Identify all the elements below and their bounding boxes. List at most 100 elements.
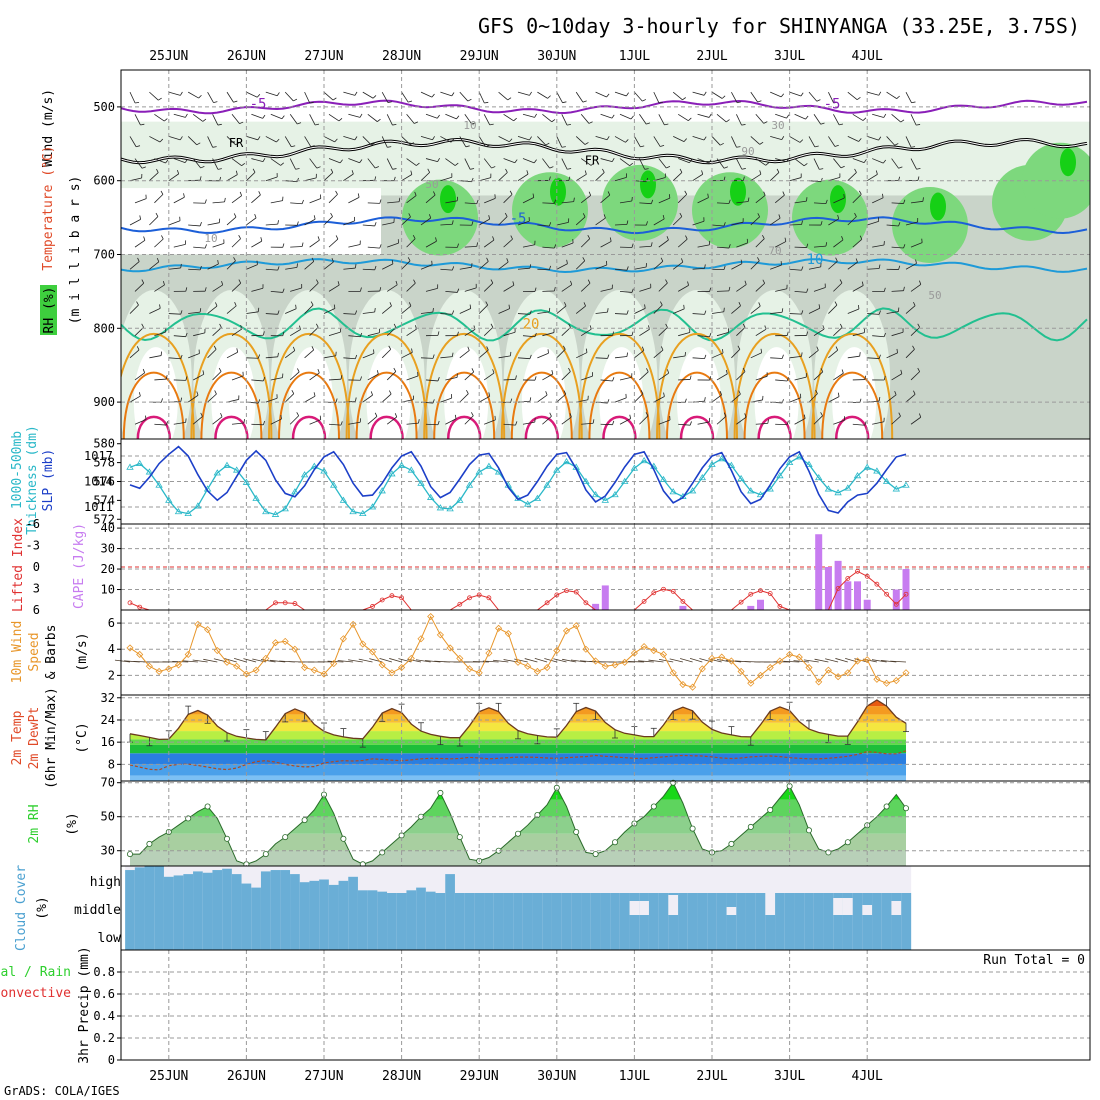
thickness-axis-label-a: 1000-500mb <box>10 431 25 509</box>
li-tick-label: -3 <box>26 539 40 553</box>
cloud-clear <box>357 866 368 893</box>
wind-barb-flag <box>310 145 315 148</box>
wind-barb <box>886 394 897 403</box>
wind-barb-flag <box>408 213 411 218</box>
wind-barb <box>561 114 568 126</box>
wind-barb-flag <box>137 257 140 262</box>
wind-barb <box>847 91 858 100</box>
wind-barb-flag <box>317 369 320 374</box>
wind-barb-flag <box>663 392 665 397</box>
wind-barb-flag <box>180 397 183 402</box>
isotherm-30 <box>679 415 715 439</box>
cloud-clear <box>891 866 902 893</box>
cloud-bar <box>716 893 727 921</box>
wind-barb <box>789 91 802 97</box>
wind-barb-flag <box>297 122 302 125</box>
surface-wind-barb <box>880 660 897 663</box>
wind-marker <box>465 665 474 673</box>
wind-barb <box>367 246 380 249</box>
cloud-bar <box>668 921 679 950</box>
wind-barb <box>483 158 492 169</box>
wind-barb <box>910 327 920 336</box>
wind-barb-flag <box>834 301 838 306</box>
thickness-marker <box>562 457 571 465</box>
wind-barb <box>847 308 860 314</box>
wind-marker <box>786 650 794 659</box>
cloud-bar <box>270 870 281 893</box>
wind-barb-flag <box>665 279 668 284</box>
wind-barb <box>188 224 201 227</box>
wind-barb <box>677 285 689 292</box>
isotherm-20 <box>656 333 738 439</box>
wind-barb-flag <box>277 352 279 357</box>
wind-barb <box>348 421 361 425</box>
wind-barb-flag <box>841 236 844 241</box>
wind-barb <box>575 91 584 103</box>
cloud-bar <box>222 893 233 921</box>
wind-barb <box>672 261 684 270</box>
date-label-top: 4JUL <box>852 49 883 64</box>
cloud-bar <box>813 921 824 950</box>
rh-marker <box>573 829 580 836</box>
wind-barb <box>517 220 530 226</box>
wind-barb-flag <box>136 346 140 351</box>
wind-marker <box>553 646 561 655</box>
isotherm-freezing-inner <box>121 138 1088 164</box>
wind-barb <box>658 327 668 336</box>
wind-barb <box>808 136 816 148</box>
rh-marker <box>650 803 657 810</box>
wind-barb <box>226 305 237 314</box>
wind-barb-flag <box>258 354 260 359</box>
surface-wind-barb <box>261 659 276 663</box>
surface-wind-barb <box>628 661 645 663</box>
wind-barb-flag <box>703 91 707 96</box>
wind-barb-flag <box>529 397 532 402</box>
rh-marker <box>146 840 153 847</box>
wind-barb-flag <box>239 191 242 196</box>
cloud-bar <box>745 921 756 950</box>
wind-barb <box>440 313 453 315</box>
wind-barb-flag <box>204 287 207 292</box>
wind-barb-flag <box>549 265 551 270</box>
wind-barb <box>134 240 146 248</box>
wind-barb <box>445 113 457 120</box>
wind-barb-flag <box>744 413 747 418</box>
cloud-bar <box>251 893 262 921</box>
thickness-marker <box>436 504 445 511</box>
wind-barb-flag <box>277 220 279 225</box>
wind-barb <box>867 400 880 403</box>
wind-barb-flag <box>864 421 867 426</box>
cloud-bar <box>765 921 776 950</box>
wind-barb <box>193 332 205 337</box>
wind-label-a: 10m Wind <box>10 621 25 684</box>
wind-barb-flag <box>377 118 381 122</box>
wind-barb-flag <box>658 101 663 104</box>
cape-bar <box>892 589 900 610</box>
wind-barb <box>187 394 199 403</box>
wind-barb <box>406 158 417 166</box>
wind-barb <box>634 91 643 102</box>
wind-barb-flag <box>432 307 434 313</box>
wind-barb <box>212 158 219 170</box>
wind-barb-flag <box>666 369 670 374</box>
wind-barb <box>556 349 566 359</box>
wind-barb <box>770 136 782 141</box>
wind-barb <box>653 261 664 270</box>
surface-wind-barb <box>803 659 819 663</box>
wind-barb-flag <box>839 279 843 284</box>
surface-wind-barb <box>544 658 557 663</box>
cloud-bar <box>464 893 475 921</box>
wind-barb-flag <box>626 220 629 225</box>
wind-barb <box>289 114 298 125</box>
wind-barb-flag <box>156 168 159 173</box>
cloud-clear <box>833 866 844 893</box>
wind-barb <box>420 357 434 359</box>
cloud-bar <box>416 893 427 921</box>
wind-barb <box>697 421 710 425</box>
wind-barb-flag <box>806 288 809 293</box>
wind-barb <box>459 308 471 314</box>
wind-marker <box>776 657 784 665</box>
thickness-marker <box>611 490 619 498</box>
wind-barb-flag <box>738 390 741 395</box>
wind-barb <box>503 113 514 122</box>
